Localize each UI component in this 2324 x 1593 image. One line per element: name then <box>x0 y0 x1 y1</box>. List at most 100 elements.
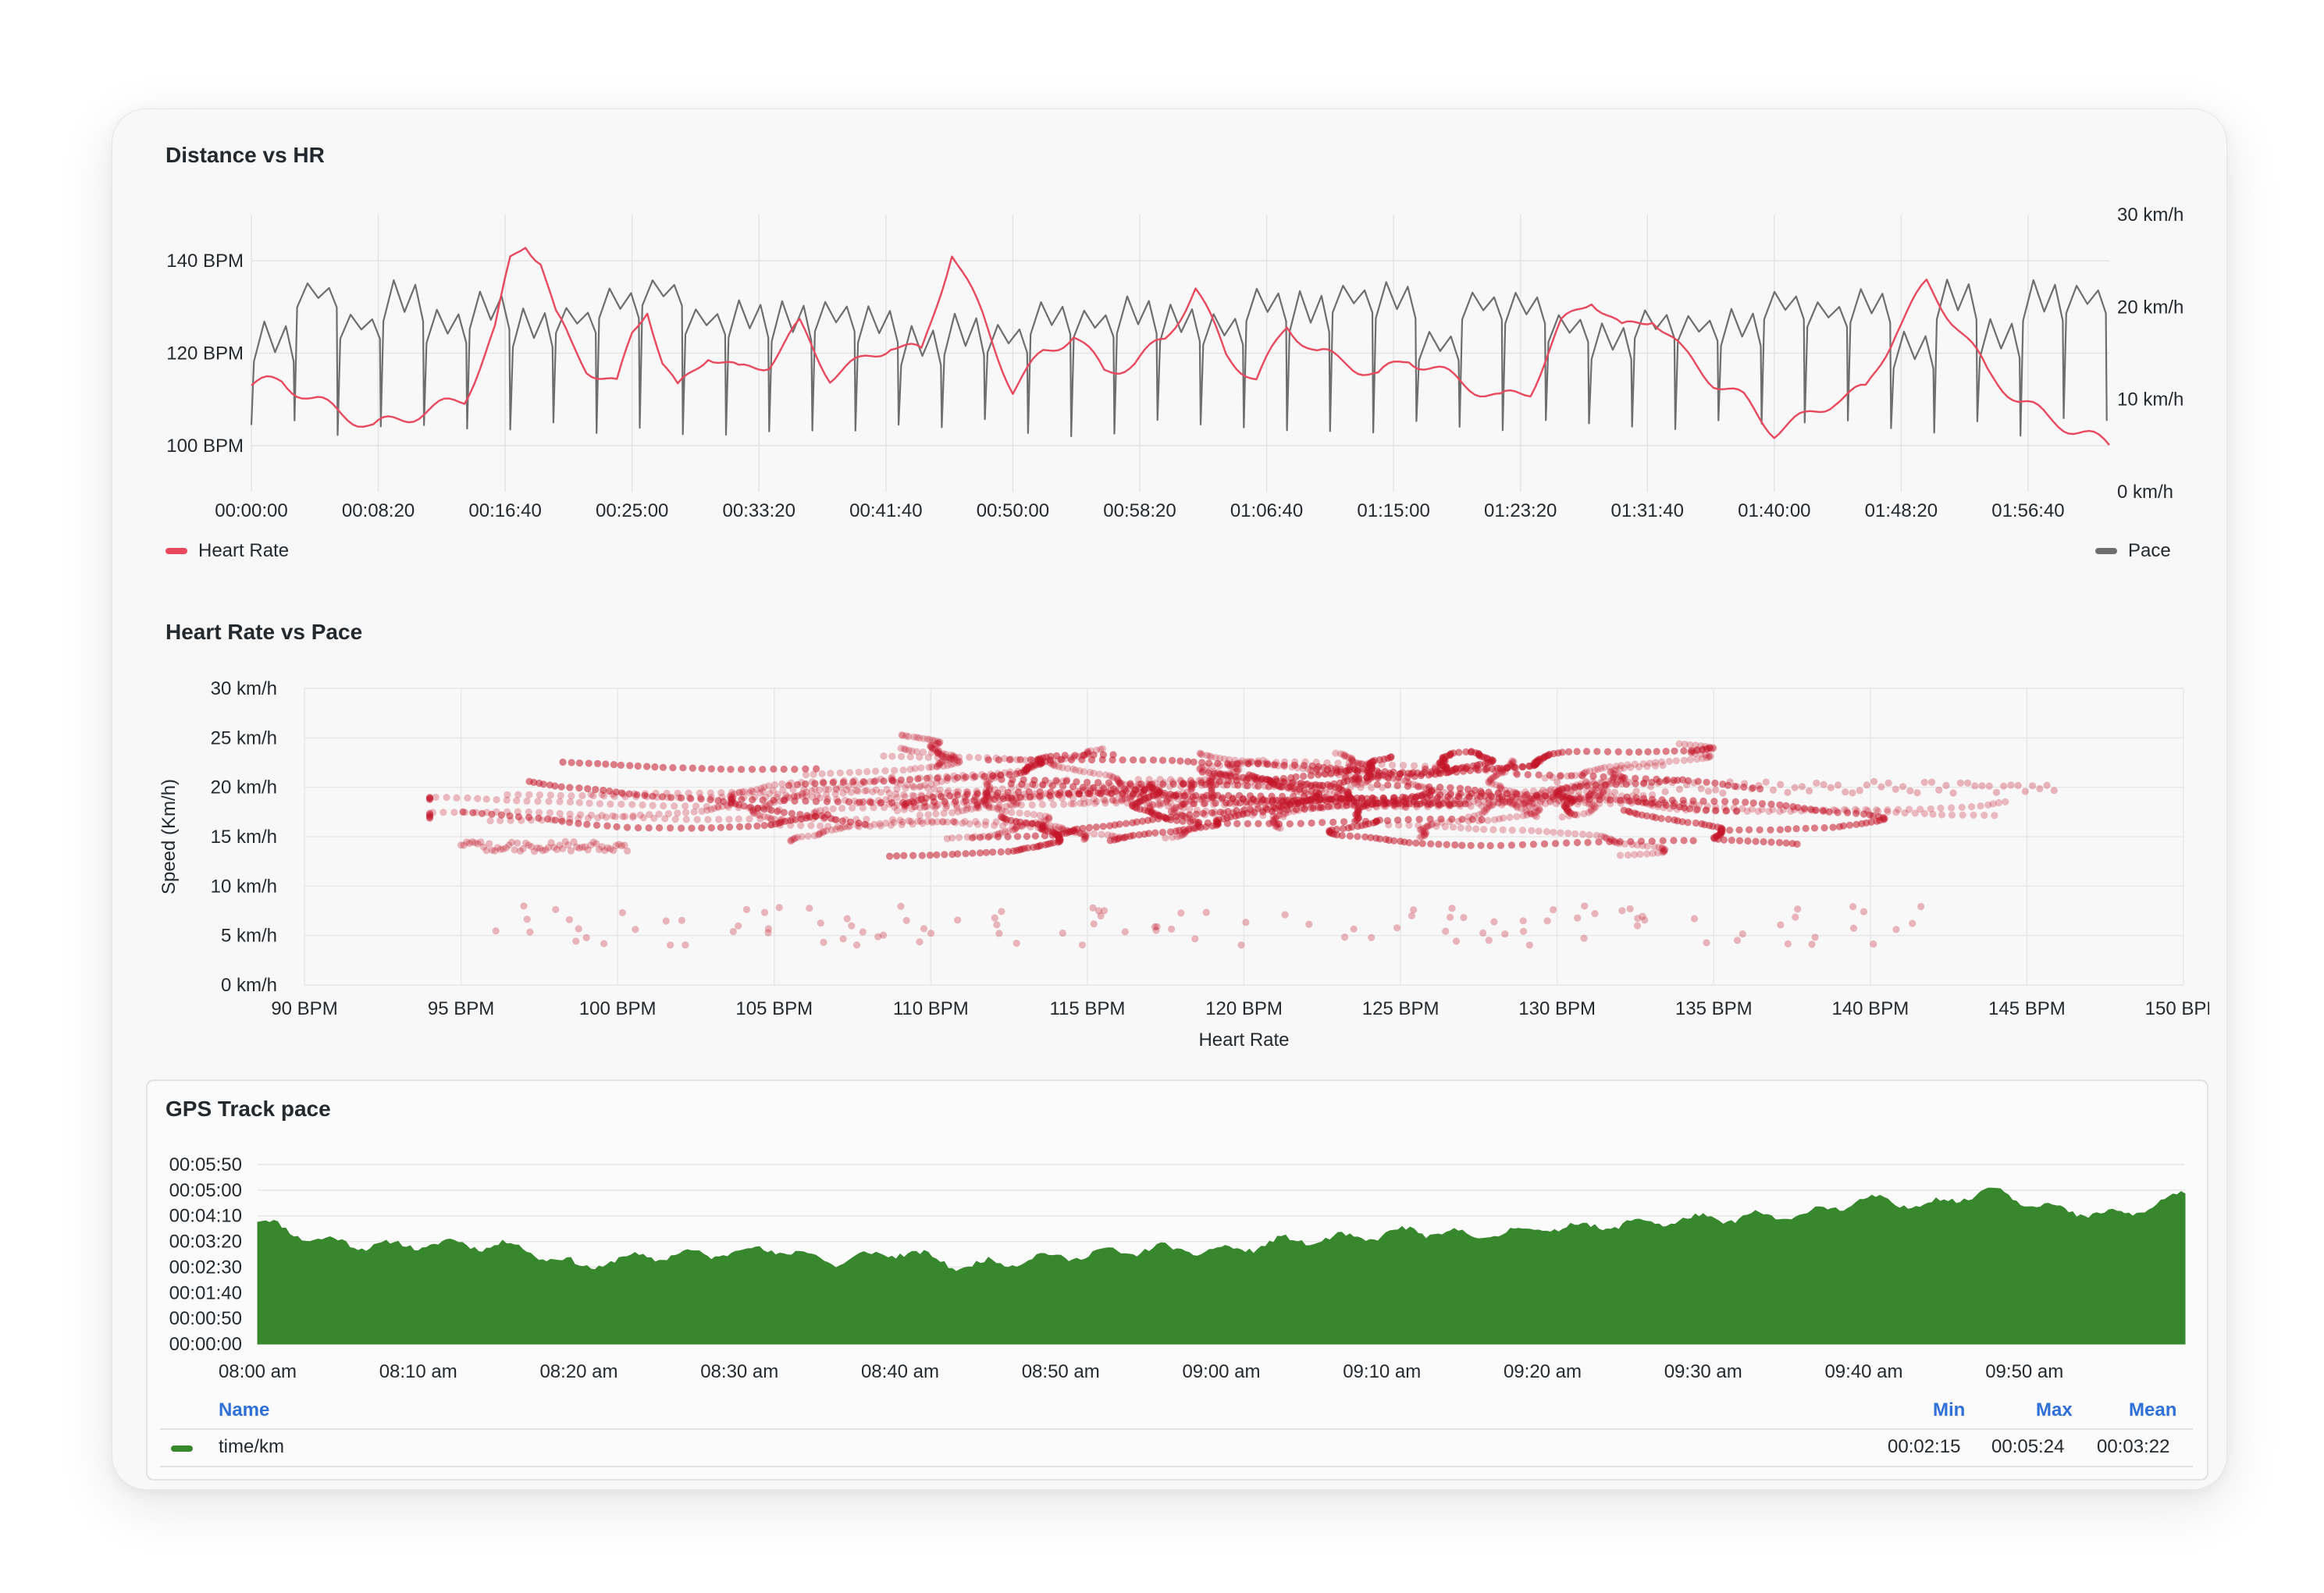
scatter-point <box>1613 778 1621 786</box>
scatter-point <box>1005 756 1013 763</box>
scatter-point <box>740 788 749 795</box>
scatter-point <box>1607 836 1615 844</box>
scatter-point <box>823 798 831 805</box>
scatter-point <box>1179 780 1187 788</box>
scatter-point <box>1446 818 1454 826</box>
scatter-point <box>993 921 1001 929</box>
scatter-point <box>607 800 614 808</box>
scatter-point <box>940 809 948 817</box>
scatter-point <box>1376 835 1384 843</box>
scatter-point <box>658 793 667 801</box>
scatter-point <box>1552 791 1560 798</box>
scatter-point <box>1632 794 1640 802</box>
legend-col-name[interactable]: Name <box>219 1399 270 1421</box>
scatter-point <box>819 828 827 837</box>
scatter-point <box>1916 805 1924 813</box>
scatter-point <box>1527 810 1535 818</box>
scatter-point <box>1782 839 1790 847</box>
scatter-point <box>669 764 677 772</box>
scatter-point <box>1610 837 1618 845</box>
scatter-point <box>1159 791 1167 799</box>
scatter-point <box>1216 809 1224 816</box>
scatter-point <box>1372 817 1381 825</box>
scatter-point <box>1643 842 1651 850</box>
scatter-point <box>937 792 945 801</box>
scatter-point <box>693 816 701 823</box>
scatter-point <box>1590 802 1598 810</box>
scatter-point <box>949 818 957 826</box>
scatter-point <box>1654 849 1662 857</box>
x-tick-label: 01:23:20 <box>1484 500 1557 521</box>
scatter-point <box>820 779 827 787</box>
scatter-point <box>989 772 997 780</box>
scatter-point <box>1013 823 1020 832</box>
scatter-point <box>802 765 810 773</box>
legend-pace[interactable]: Pace <box>2095 540 2171 562</box>
scatter-point <box>820 938 827 946</box>
scatter-point <box>1257 792 1265 800</box>
scatter-point <box>589 792 597 800</box>
scatter-point <box>1141 786 1149 794</box>
scatter-point <box>930 785 938 793</box>
scatter-point <box>1640 795 1648 802</box>
scatter-point <box>1092 823 1100 831</box>
scatter-point <box>1195 819 1203 827</box>
scatter-point <box>1279 813 1287 820</box>
scatter-point <box>1055 791 1063 799</box>
legend-col-mean[interactable]: Mean <box>2129 1399 2177 1421</box>
scatter-point <box>1661 799 1669 807</box>
scatter-point <box>1595 784 1603 792</box>
legend-col-max[interactable]: Max <box>2036 1399 2073 1421</box>
scatter-point <box>519 845 527 852</box>
scatter-point <box>1627 763 1635 771</box>
scatter-point <box>1269 806 1276 814</box>
scatter-point <box>843 915 851 923</box>
scatter-point <box>717 765 725 773</box>
scatter-point <box>1054 756 1062 764</box>
scatter-point <box>1977 802 1984 810</box>
scatter-point <box>1562 839 1571 847</box>
scatter-point <box>1419 824 1427 832</box>
scatter-point <box>1521 799 1529 808</box>
scatter-point <box>926 742 934 750</box>
scatter-point <box>1578 772 1586 780</box>
scatter-point <box>1101 771 1109 779</box>
scatter-point <box>1671 799 1678 807</box>
scatter-point <box>1550 828 1557 836</box>
scatter-point <box>1340 751 1347 759</box>
scatter-point <box>1008 784 1016 792</box>
scatter-point <box>954 788 963 795</box>
legend-col-min[interactable]: Min <box>1933 1399 1966 1421</box>
scatter-point <box>698 824 706 832</box>
scatter-point <box>1179 830 1187 838</box>
scatter-point <box>859 928 867 936</box>
scatter-point <box>1653 748 1660 756</box>
scatter-point <box>1508 793 1516 801</box>
scatter-point <box>1808 941 1816 948</box>
scatter-point <box>1322 770 1329 778</box>
scatter-point <box>1243 776 1251 784</box>
scatter-point <box>994 793 1002 801</box>
scatter-point <box>1027 762 1034 770</box>
scatter-point <box>770 796 778 804</box>
scatter-point <box>1639 841 1646 849</box>
scatter-point <box>1154 795 1162 802</box>
scatter-point <box>1869 812 1877 820</box>
scatter-point <box>1735 837 1744 845</box>
scatter-point <box>1307 782 1315 790</box>
scatter-point <box>837 784 845 791</box>
scatter-point <box>759 766 767 773</box>
scatter-point <box>1646 759 1653 767</box>
scatter-point <box>1758 800 1766 808</box>
scatter-point <box>1336 750 1344 758</box>
legend-heart-rate[interactable]: Heart Rate <box>165 540 289 562</box>
scatter-point <box>905 733 913 741</box>
scatter-point <box>525 777 533 785</box>
scatter-point <box>1675 785 1684 793</box>
scatter-point <box>1646 801 1654 809</box>
scatter-point <box>1582 777 1590 785</box>
scatter-point <box>935 739 943 747</box>
scatter-point <box>813 765 820 773</box>
scatter-point <box>856 798 863 806</box>
scatter-point <box>1224 808 1232 816</box>
